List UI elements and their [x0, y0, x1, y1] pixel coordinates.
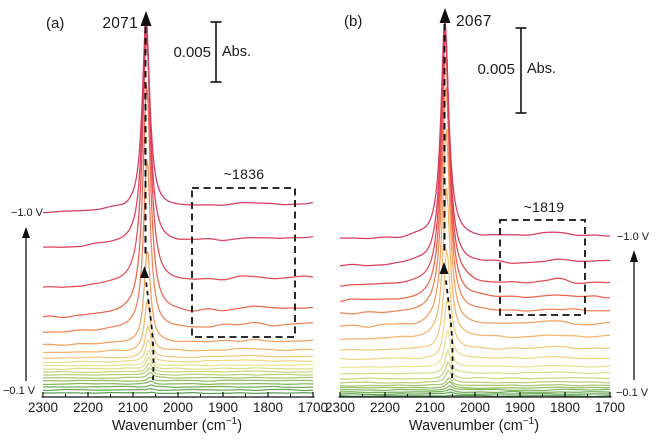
spectrum-curve [42, 159, 314, 333]
spectrum-curve [339, 22, 611, 267]
spectrum-curve [339, 249, 611, 351]
panel-a-scalebar-value: 0.005 [173, 44, 211, 61]
x-axis-title-suffix: ) [534, 417, 540, 434]
panel-b-peak-label: 2067 [456, 13, 492, 30]
spectrum-curve [43, 350, 314, 367]
peak-shift-dashed-arrow [145, 280, 155, 381]
panel-b-box-label: ~1819 [523, 199, 565, 215]
x-axis-title-superscript: −1 [225, 416, 238, 427]
x-axis-tick-label: 2100 [414, 400, 446, 415]
panel-a-voltage-top-label: −1.0 V [10, 207, 43, 219]
peak-top-arrowhead [140, 11, 152, 26]
panel-b-scalebar-value: 0.005 [477, 61, 515, 78]
x-axis-tick-label: 2000 [162, 400, 194, 415]
spectrum-curve [339, 370, 611, 384]
spectrum-curve [42, 84, 314, 319]
panel-b-x-axis-title: Wavenumber (cm−1) [384, 416, 564, 435]
panel-a-voltage-bottom-label: −0.1 V [3, 385, 36, 397]
x-axis-tick-label: 1800 [549, 400, 581, 415]
panel-a-spectra [42, 16, 314, 395]
panel-a-x-axis-title: Wavenumber (cm−1) [87, 416, 267, 435]
spectrum-curve [43, 384, 314, 389]
panel-b-label: (b) [344, 13, 363, 30]
panel-a-scalebar-unit: Abs. [222, 44, 252, 60]
panel-a-box-label: ~1836 [223, 166, 265, 182]
x-axis-title-superscript: −1 [522, 416, 535, 427]
spectrum-curve [42, 325, 314, 359]
spectrum-curve [42, 16, 314, 214]
spectrum-curve [42, 380, 314, 386]
x-axis-tick-label: 2300 [27, 400, 59, 415]
panel-a-label: (a) [46, 15, 65, 32]
panel-b-group [338, 8, 638, 398]
x-axis-title-text: Wavenumber (cm [408, 417, 523, 434]
x-axis-title-text: Wavenumber (cm [111, 417, 226, 434]
spectrum-curve [339, 329, 611, 369]
spectrum-curve [42, 376, 314, 382]
panel-b-scalebar-unit: Abs. [527, 61, 557, 77]
potential-arrowhead [22, 227, 30, 238]
panel-a-group [22, 11, 315, 398]
spectrum-curve [339, 187, 611, 341]
dashed-highlight-box [499, 219, 586, 316]
panel-b-spectra [339, 16, 611, 398]
dashed-highlight-box [191, 187, 296, 338]
panel-a-peak-label: 2071 [102, 15, 138, 32]
spectrum-curve [42, 298, 314, 354]
spectrum-curve [340, 16, 611, 240]
panel-b-voltage-top-label: −1.0 V [617, 231, 650, 243]
panel-b-voltage-bottom-label: −0.1 V [616, 387, 649, 399]
spectrum-curve [42, 367, 314, 376]
x-axis-tick-label: 1900 [504, 400, 536, 415]
x-axis-title-suffix: ) [237, 417, 243, 434]
spectrum-curve [339, 377, 610, 387]
x-axis-tick-label: 1800 [252, 400, 284, 415]
spectrum-curve [42, 387, 314, 392]
peak-shift-arrowhead [140, 266, 149, 278]
spectrum-curve [42, 251, 314, 346]
x-axis-tick-label: 1900 [207, 400, 239, 415]
x-axis-tick-label: 2300 [324, 400, 356, 415]
spectrum-curve [339, 349, 610, 375]
spectrum-curve [340, 380, 610, 389]
spectrum-curve [340, 361, 611, 380]
x-axis-tick-label: 2100 [117, 400, 149, 415]
spectrum-curve [42, 34, 314, 288]
spectrum-curve [42, 362, 314, 374]
spectrum-curve [339, 56, 611, 303]
x-axis-tick-label: 1700 [297, 400, 329, 415]
potential-arrowhead [630, 250, 638, 262]
spectrum-curve [339, 385, 611, 392]
spectrum-curve [339, 129, 611, 328]
x-axis-tick-label: 2200 [369, 400, 401, 415]
spectrum-curve [42, 356, 314, 370]
peak-shift-dashed-arrow [444, 276, 454, 379]
spectrum-curve [42, 22, 314, 248]
spectrum-curve [339, 300, 611, 361]
x-axis-tick-label: 2000 [459, 400, 491, 415]
x-axis-tick-label: 1700 [594, 400, 626, 415]
spectrum-curve [42, 371, 314, 379]
peak-shift-arrowhead [439, 262, 449, 274]
spectrum-curve [339, 33, 611, 287]
peak-top-arrowhead [439, 8, 451, 23]
x-axis-tick-label: 2200 [72, 400, 104, 415]
spectrum-curve [42, 339, 314, 364]
spectrum-curve [339, 86, 611, 315]
